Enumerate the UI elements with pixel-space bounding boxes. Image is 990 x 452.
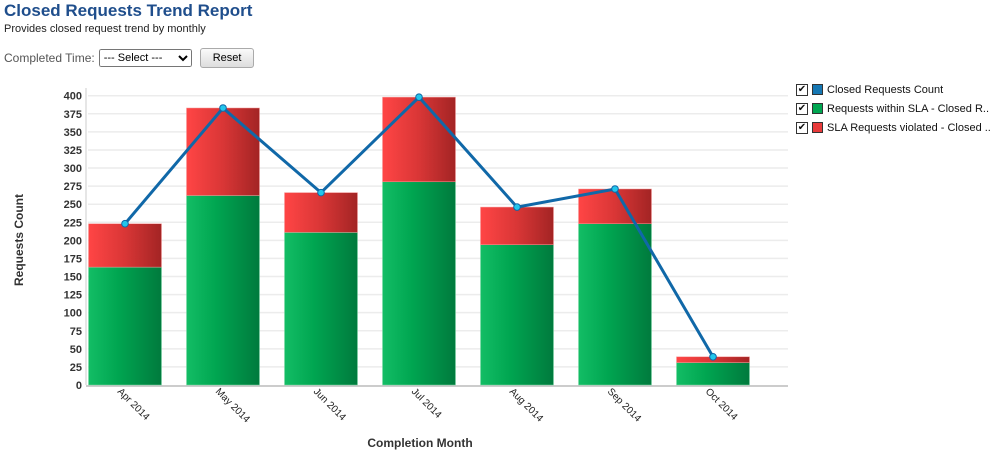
bar-within-sla[interactable] [186,195,260,386]
y-tick-label: 0 [76,380,82,392]
y-tick-label: 175 [64,253,82,265]
legend-swatch [812,103,823,114]
bar-within-sla[interactable] [88,266,162,386]
y-tick-label: 25 [70,362,82,374]
line-point[interactable] [219,104,227,112]
reset-button[interactable]: Reset [199,48,255,68]
legend-checkbox[interactable]: ✔ [796,121,808,134]
line-point[interactable] [709,352,717,361]
bar-within-sla[interactable] [480,244,554,386]
x-tick-label: Sep 2014 [605,386,643,424]
line-point[interactable] [611,185,619,193]
legend-swatch [812,84,823,95]
legend-checkbox[interactable]: ✔ [796,102,808,115]
legend-checkbox[interactable]: ✔ [796,83,808,96]
x-tick-label: Aug 2014 [507,386,545,424]
bar-sla-violated[interactable] [284,192,358,233]
line-point[interactable] [513,203,521,211]
bar-sla-violated[interactable] [88,223,162,268]
legend-item[interactable]: ✔ Closed Requests Count [796,80,990,99]
line-point[interactable] [415,93,423,101]
bar-sla-violated[interactable] [186,107,260,196]
bar-sla-violated[interactable] [382,96,456,183]
bar-within-sla[interactable] [676,362,750,386]
completed-time-select[interactable]: --- Select --- [98,49,192,67]
y-tick-label: 100 [64,308,82,320]
legend: ✔ Closed Requests Count ✔ Requests within S… [796,80,990,137]
legend-label: SLA Requests violated - Closed ... [827,121,990,134]
completed-time-label: Completed Time: [4,51,95,65]
y-tick-label: 200 [64,235,82,247]
y-tick-label: 350 [64,127,82,139]
line-point[interactable] [317,188,325,197]
legend-label: Requests within SLA - Closed R... [827,102,990,115]
y-tick-label: 275 [64,181,82,193]
y-tick-label: 75 [70,326,82,338]
chart: 0 25 50 75 100 125 150 175 200 225 250 275 300 325 350… [12,88,788,450]
legend-label: Closed Requests Count [827,83,944,96]
x-tick-label: Jul 2014 [409,386,444,421]
legend-item[interactable]: ✔ SLA Requests violated - Closed ... [796,118,990,137]
x-axis-title: Completion Month [367,436,472,450]
y-tick-label: 300 [64,163,82,175]
page-title: Closed Requests Trend Report [4,1,253,20]
y-tick-label: 125 [64,290,82,302]
bar-within-sla[interactable] [284,232,358,386]
y-tick-label: 375 [64,109,82,121]
x-tick-label: May 2014 [213,386,252,425]
y-tick-label: 225 [64,217,82,229]
legend-swatch [812,122,823,133]
filter-bar: Completed Time: --- Select --- Reset [4,48,255,68]
y-tick-label: 325 [64,145,82,157]
x-tick-label: Jun 2014 [311,386,348,423]
bar-within-sla[interactable] [382,181,456,386]
legend-item[interactable]: ✔ Requests within SLA - Closed R... [796,99,990,118]
y-tick-label: 250 [64,199,82,211]
x-tick-label: Oct 2014 [703,386,740,423]
y-tick-label: 50 [70,344,82,356]
bar-within-sla[interactable] [578,223,652,386]
x-tick-label: Apr 2014 [115,386,152,423]
line-point[interactable] [121,219,129,228]
y-tick-label: 150 [64,272,82,284]
bar-sla-violated[interactable] [480,206,554,245]
y-axis-title: Requests Count [12,194,26,286]
y-tick-label: 400 [64,91,82,103]
page-subtitle: Provides closed request trend by monthly [4,23,206,35]
